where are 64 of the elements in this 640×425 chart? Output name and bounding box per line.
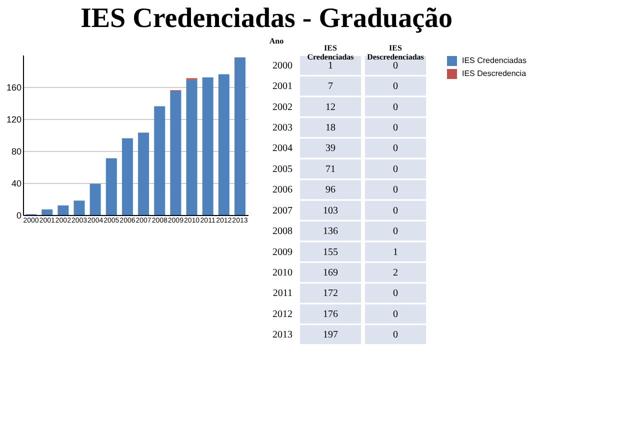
data-label: 71 [326, 164, 336, 175]
bar [74, 200, 85, 215]
legend-label: IES Descredencia [462, 69, 527, 78]
bar [234, 57, 246, 215]
bar [106, 158, 117, 215]
chart-title: IES Credenciadas - Graduação [80, 3, 453, 34]
y-tick-label: 2007 [272, 205, 292, 216]
y-tick-label: 2010 [272, 268, 292, 278]
bar [218, 74, 230, 215]
y-tick-label: 120 [6, 114, 22, 124]
data-label: 2 [393, 268, 398, 278]
data-label: 176 [323, 308, 338, 320]
data-label: 0 [393, 288, 398, 300]
data-label: 1 [393, 246, 398, 258]
y-tick-label: 2004 [272, 143, 292, 154]
bar [42, 209, 53, 215]
data-label: 0 [393, 184, 398, 196]
y-tick-label: 2000 [272, 60, 292, 72]
data-label: 0 [393, 226, 398, 238]
y-tick-label: 2008 [272, 226, 292, 238]
bar [154, 106, 166, 215]
data-label: 136 [323, 226, 338, 238]
data-label: 0 [393, 102, 398, 113]
bar [138, 132, 150, 215]
data-label: 172 [323, 288, 338, 300]
data-label: 155 [323, 246, 338, 258]
data-label: 39 [326, 143, 336, 154]
bar [170, 91, 182, 215]
bar [122, 138, 133, 215]
data-label: 18 [326, 122, 336, 134]
data-label: 0 [393, 205, 398, 216]
bar [58, 205, 69, 215]
data-label: 103 [323, 205, 338, 216]
y-tick-label: 0 [16, 210, 22, 220]
y-tick-label: 2009 [272, 246, 292, 258]
data-label: 1 [328, 60, 333, 72]
data-label: 0 [393, 308, 398, 320]
data-label: 197 [323, 330, 338, 341]
data-label: 0 [393, 164, 398, 175]
data-label: 0 [393, 143, 398, 154]
y-tick-label: 160 [6, 82, 22, 92]
bar [202, 77, 214, 215]
y-tick-label: 2003 [272, 122, 292, 134]
bar [90, 184, 101, 215]
y-tick-label: 2006 [272, 184, 292, 196]
data-label: 0 [393, 122, 398, 134]
y-tick-label: 2013 [272, 330, 292, 341]
y-tick-label: 80 [11, 146, 22, 156]
data-label: 0 [393, 60, 398, 72]
data-label: 0 [393, 81, 398, 92]
data-label: 12 [326, 102, 336, 113]
data-label: 169 [323, 268, 338, 278]
y-tick-label: 40 [11, 178, 22, 188]
y-tick-label: 2002 [272, 102, 292, 113]
y-tick-label: 2005 [272, 164, 292, 175]
bar [186, 80, 198, 215]
y-tick-label: 2011 [272, 288, 292, 300]
y-tick-label: 2012 [272, 308, 292, 320]
x-tick-label: IES Descredenciadas [367, 44, 424, 62]
data-label: 96 [326, 184, 336, 196]
y-tick-label: 2001 [272, 81, 292, 92]
data-label: 0 [393, 330, 398, 341]
y-axis-title: Ano [269, 36, 284, 46]
data-label: 7 [328, 81, 333, 92]
